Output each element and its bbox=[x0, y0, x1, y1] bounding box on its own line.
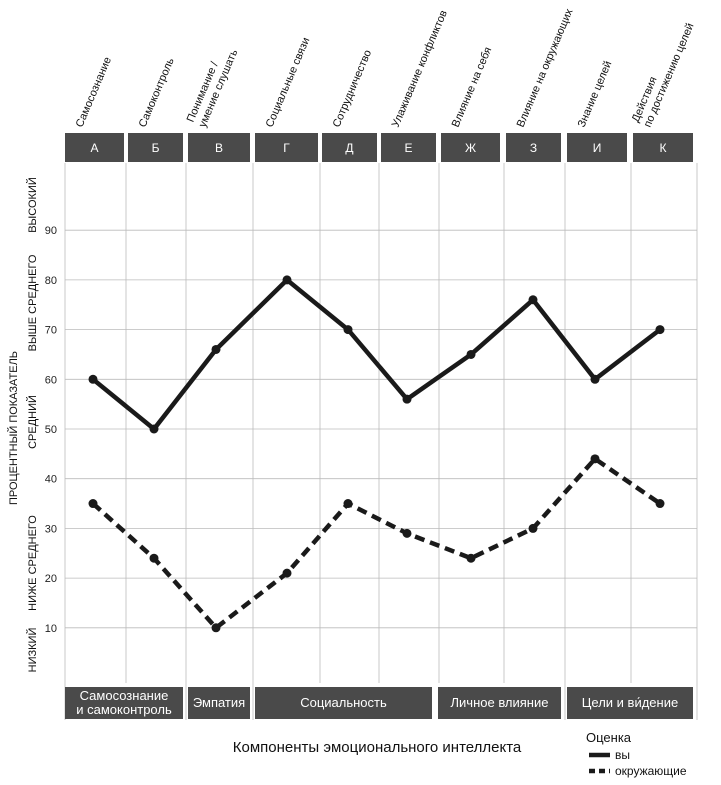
column-top-label-line: Влияние на окружающих bbox=[515, 7, 576, 129]
series-line-0 bbox=[91, 276, 662, 433]
series-0-point-4 bbox=[343, 325, 353, 335]
column-top-label-6: Влияние на себя bbox=[450, 45, 495, 129]
series-0-point-1 bbox=[149, 424, 159, 434]
series-0-point-7 bbox=[528, 295, 538, 305]
column-top-label-4: Сотрудничество bbox=[331, 48, 374, 129]
column-top-label-5: Улаживание конфликтов bbox=[390, 9, 450, 130]
column-top-label-line: Сотрудничество bbox=[331, 48, 374, 129]
y-tick-label-30: 30 bbox=[45, 523, 57, 535]
series-1-point-0 bbox=[88, 499, 98, 509]
series-0-point-8 bbox=[590, 374, 600, 384]
series-line-1 bbox=[91, 455, 662, 631]
group-box-3 bbox=[438, 687, 561, 719]
y-tick-label-60: 60 bbox=[45, 374, 57, 386]
column-letter-8: И bbox=[593, 141, 602, 155]
column-header-9 bbox=[633, 133, 693, 162]
y-tick-label-50: 50 bbox=[45, 424, 57, 436]
series-0-point-0 bbox=[88, 374, 98, 384]
series-1-point-9 bbox=[655, 499, 665, 509]
series-1-point-6 bbox=[466, 553, 476, 563]
column-header-6 bbox=[441, 133, 500, 162]
legend: Оценка вы окружающие bbox=[586, 730, 687, 778]
column-header-8 bbox=[567, 133, 627, 162]
column-top-label-7: Влияние на окружающих bbox=[515, 7, 576, 129]
legend-title: Оценка bbox=[586, 730, 632, 745]
column-header-5 bbox=[381, 133, 436, 162]
column-letter-6: Ж bbox=[465, 141, 476, 155]
column-header-7 bbox=[506, 133, 561, 162]
series-0-point-2 bbox=[211, 344, 221, 354]
column-top-label-3: Социальные связи bbox=[264, 36, 313, 129]
series-1-point-7 bbox=[528, 523, 538, 533]
group-label-4: Цели и ви́дение bbox=[582, 695, 678, 710]
series-1-point-3 bbox=[282, 568, 292, 578]
column-letter-3: Г bbox=[283, 141, 290, 155]
group-label-1: Эмпатия bbox=[193, 695, 245, 710]
group-box-0 bbox=[65, 687, 183, 719]
y-tick-label-20: 20 bbox=[45, 573, 57, 585]
legend-label-0: вы bbox=[615, 748, 630, 762]
column-top-label-line: Самоконтроль bbox=[137, 56, 177, 129]
group-box-1 bbox=[188, 687, 250, 719]
series-0-point-5 bbox=[402, 394, 412, 404]
legend-label-1: окружающие bbox=[615, 764, 687, 778]
y-axis-title: ПРОЦЕНТНЫЙ ПОКАЗАТЕЛЬ bbox=[7, 351, 20, 505]
series-1-point-1 bbox=[149, 553, 159, 563]
group-box-4 bbox=[567, 687, 693, 719]
column-letter-2: В bbox=[215, 141, 223, 155]
column-top-label-line: Улаживание конфликтов bbox=[390, 9, 450, 130]
y-tick-label-10: 10 bbox=[45, 623, 57, 635]
group-box-2 bbox=[255, 687, 432, 719]
series-1-point-8 bbox=[590, 454, 600, 464]
group-label-0: Самосознание bbox=[80, 688, 169, 703]
series-0-point-3 bbox=[282, 275, 292, 285]
column-letter-9: К bbox=[660, 141, 667, 155]
group-label-3: Личное влияние bbox=[451, 695, 549, 710]
column-top-label-line: Социальные связи bbox=[264, 36, 313, 129]
y-tick-label-90: 90 bbox=[45, 225, 57, 237]
column-letter-4: Д bbox=[345, 141, 353, 155]
series-0-point-6 bbox=[466, 349, 476, 359]
band-label-2: СРЕДНИЙ bbox=[26, 395, 39, 449]
group-label-2: Социальность bbox=[300, 695, 387, 710]
column-letter-5: Е bbox=[404, 141, 412, 155]
column-header-1 bbox=[128, 133, 183, 162]
column-top-label-0: Самосознание bbox=[74, 55, 114, 129]
series-1-point-4 bbox=[343, 499, 353, 509]
column-header-3 bbox=[255, 133, 318, 162]
column-top-label-1: Самоконтроль bbox=[137, 56, 177, 129]
group-label-0: и самоконтроль bbox=[76, 702, 172, 717]
series-1-point-5 bbox=[402, 528, 412, 538]
column-letter-7: З bbox=[530, 141, 537, 155]
band-label-3: ВЫШЕ СРЕДНЕГО bbox=[27, 254, 39, 351]
column-top-label-line: Влияние на себя bbox=[450, 45, 495, 129]
column-header-0 bbox=[65, 133, 124, 162]
band-label-4: ВЫСОКИЙ bbox=[26, 177, 39, 233]
column-top-label-8: Знание целей bbox=[576, 59, 615, 129]
y-tick-label-80: 80 bbox=[45, 275, 57, 287]
column-top-label-line: по достижению целей bbox=[642, 21, 697, 129]
column-top-label-line: Знание целей bbox=[576, 59, 615, 129]
y-tick-label-40: 40 bbox=[45, 474, 57, 486]
column-header-2 bbox=[188, 133, 250, 162]
column-top-label-2: Понимание /умение слушать bbox=[185, 48, 241, 130]
x-axis-title: Компоненты эмоционального интеллекта bbox=[233, 739, 522, 756]
column-header-4 bbox=[322, 133, 377, 162]
band-label-0: НИЗКИЙ bbox=[26, 628, 39, 673]
column-letter-1: Б bbox=[152, 141, 160, 155]
series-0-point-9 bbox=[655, 325, 665, 335]
series-1-point-2 bbox=[211, 623, 221, 633]
column-letter-0: А bbox=[90, 141, 98, 155]
y-tick-label-70: 70 bbox=[45, 325, 57, 337]
column-top-label-line: Самосознание bbox=[74, 55, 114, 129]
band-label-1: НИЖЕ СРЕДНЕГО bbox=[27, 515, 39, 611]
